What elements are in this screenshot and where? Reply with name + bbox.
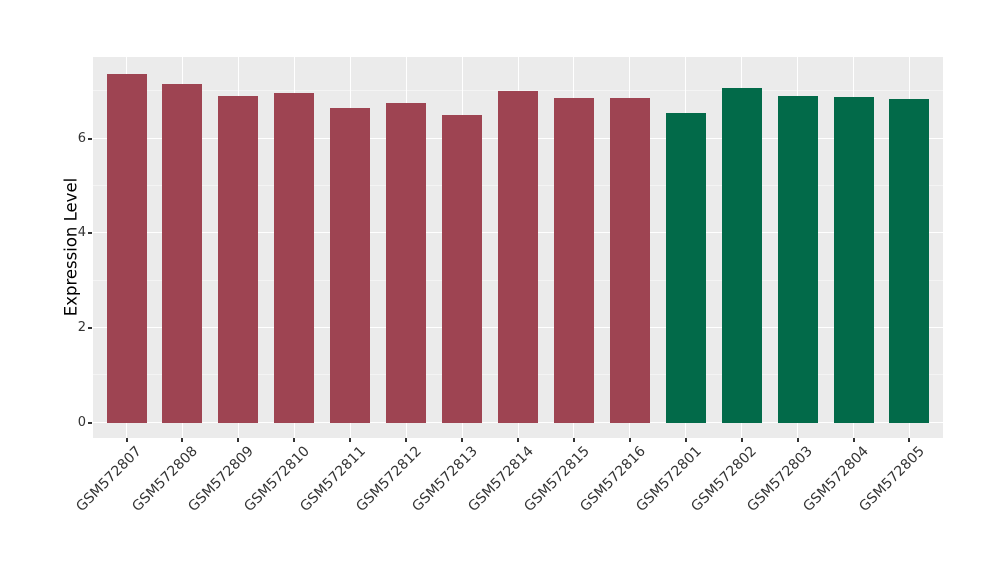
y-tick-label: 2 (77, 320, 86, 336)
y-tick-mark (88, 137, 92, 140)
bar-GSM572812 (386, 102, 427, 423)
x-tick-mark (796, 438, 799, 442)
bar-GSM572813 (442, 114, 483, 423)
bar-GSM572802 (721, 87, 762, 423)
x-tick-mark (349, 438, 352, 442)
bar-GSM572803 (777, 95, 818, 423)
x-tick-mark (181, 438, 184, 442)
bar-GSM572801 (665, 113, 706, 423)
x-tick-mark (684, 438, 687, 442)
bar-GSM572808 (162, 84, 203, 423)
x-tick-mark (461, 438, 464, 442)
bar-GSM572816 (609, 98, 650, 423)
bar-GSM572809 (218, 95, 259, 423)
y-tick-mark (88, 421, 92, 424)
y-axis-title: Expression Level (61, 177, 81, 317)
x-tick-mark (293, 438, 296, 442)
plot-panel (93, 57, 943, 438)
bar-GSM572810 (274, 93, 315, 423)
y-tick-label: 4 (77, 225, 86, 241)
x-tick-mark (572, 438, 575, 442)
y-tick-mark (88, 232, 92, 235)
bar-GSM572814 (498, 91, 538, 423)
x-tick-mark (125, 438, 128, 442)
bar-GSM572811 (330, 107, 371, 423)
x-tick-mark (628, 438, 631, 442)
y-tick-label: 0 (77, 414, 86, 430)
bar-GSM572805 (889, 99, 930, 423)
x-tick-mark (405, 438, 408, 442)
x-tick-mark (908, 438, 911, 442)
bar-GSM572804 (833, 97, 874, 423)
x-tick-mark (517, 438, 519, 442)
x-tick-mark (740, 438, 743, 442)
x-tick-mark (852, 438, 855, 442)
bar-GSM572807 (106, 74, 147, 423)
x-tick-mark (237, 438, 240, 442)
bar-GSM572815 (553, 97, 594, 423)
y-tick-mark (88, 327, 92, 330)
y-tick-label: 6 (77, 130, 86, 146)
